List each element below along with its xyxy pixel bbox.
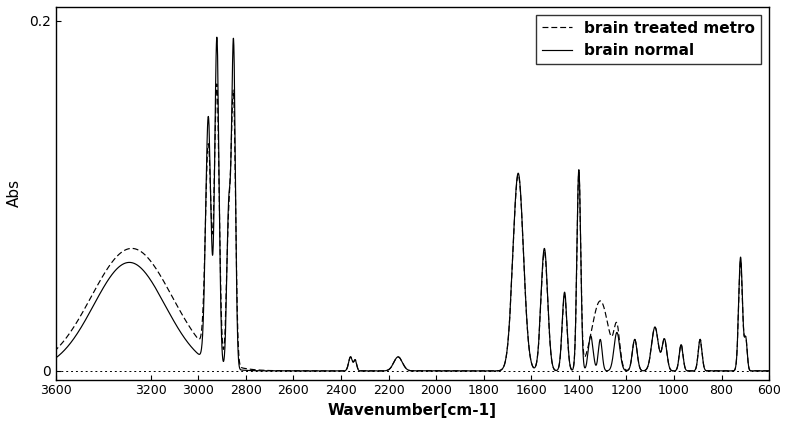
brain normal — [98, 286, 107, 292]
brain normal — [51, 356, 61, 361]
Legend: brain treated metro, brain normal: brain treated metro, brain normal — [536, 14, 761, 65]
brain treated metro — [438, 368, 448, 374]
brain treated metro — [98, 274, 107, 279]
brain treated metro — [51, 348, 61, 353]
brain normal — [716, 368, 726, 374]
brain normal — [438, 368, 448, 374]
brain normal — [436, 368, 445, 374]
brain treated metro — [716, 368, 726, 374]
brain treated metro — [373, 368, 382, 374]
brain treated metro — [764, 368, 774, 374]
Y-axis label: Abs: Abs — [7, 179, 22, 207]
brain normal — [764, 368, 774, 374]
brain treated metro — [436, 368, 445, 374]
brain treated metro — [212, 82, 221, 87]
brain normal — [212, 34, 221, 40]
brain normal — [676, 343, 686, 348]
brain treated metro — [676, 343, 686, 348]
Line: brain treated metro: brain treated metro — [56, 84, 769, 371]
Line: brain normal: brain normal — [56, 37, 769, 371]
X-axis label: Wavenumber[cm-1]: Wavenumber[cm-1] — [328, 403, 497, 418]
brain normal — [373, 368, 382, 374]
